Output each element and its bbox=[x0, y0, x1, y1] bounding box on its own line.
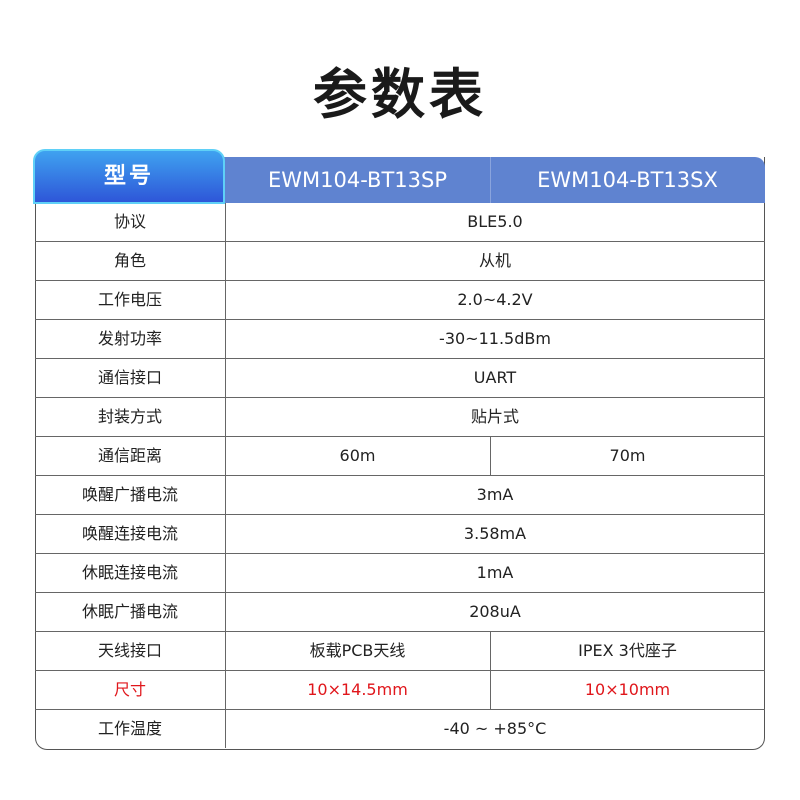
table-row: 角色 从机 bbox=[35, 242, 765, 281]
row-value: -40 ~ +85°C bbox=[443, 719, 547, 738]
row-value-sx: 10×10mm bbox=[584, 680, 671, 699]
row-value-sx: IPEX 3代座子 bbox=[578, 641, 677, 660]
table-row: 唤醒广播电流 3mA bbox=[35, 476, 765, 515]
row-value: 从机 bbox=[478, 251, 511, 270]
table-row: 通信接口 UART bbox=[35, 359, 765, 398]
row-label: 发射功率 bbox=[35, 320, 226, 358]
row-value-sp: 10×14.5mm bbox=[225, 671, 491, 709]
table-row: 天线接口 板载PCB天线 IPEX 3代座子 bbox=[35, 632, 765, 671]
row-value: 3mA bbox=[476, 485, 514, 504]
table-row: 工作温度 -40 ~ +85°C bbox=[35, 710, 765, 749]
page-title: 参数表 bbox=[313, 63, 487, 126]
row-label: 尺寸 bbox=[35, 671, 226, 709]
row-label: 唤醒连接电流 bbox=[35, 515, 226, 553]
table-row: 通信距离 60m 70m bbox=[35, 437, 765, 476]
table-row: 发射功率 -30~11.5dBm bbox=[35, 320, 765, 359]
row-label: 休眠连接电流 bbox=[35, 554, 226, 592]
row-value: 1mA bbox=[476, 563, 514, 582]
row-value: 贴片式 bbox=[470, 407, 519, 426]
row-value: 208uA bbox=[469, 602, 521, 621]
row-label: 天线接口 bbox=[35, 632, 226, 670]
model-header-2: EWM104-BT13SX bbox=[537, 168, 718, 192]
row-value-sp: 板载PCB天线 bbox=[225, 632, 491, 670]
row-value: 3.58mA bbox=[463, 524, 527, 543]
table-row: 封装方式 贴片式 bbox=[35, 398, 765, 437]
table-row: 协议 BLE5.0 bbox=[35, 203, 765, 242]
row-value: -30~11.5dBm bbox=[439, 329, 551, 348]
row-label: 休眠广播电流 bbox=[35, 593, 226, 631]
table-row: 休眠广播电流 208uA bbox=[35, 593, 765, 632]
row-label: 通信距离 bbox=[35, 437, 226, 475]
row-label: 工作电压 bbox=[35, 281, 226, 319]
table-row: 休眠连接电流 1mA bbox=[35, 554, 765, 593]
row-label: 通信接口 bbox=[35, 359, 226, 397]
row-label: 封装方式 bbox=[35, 398, 226, 436]
row-value: UART bbox=[473, 368, 517, 387]
table-row: 工作电压 2.0~4.2V bbox=[35, 281, 765, 320]
spec-table bbox=[35, 157, 765, 750]
row-value: BLE5.0 bbox=[467, 212, 523, 231]
table-row: 唤醒连接电流 3.58mA bbox=[35, 515, 765, 554]
row-label: 协议 bbox=[35, 203, 226, 241]
row-label: 角色 bbox=[35, 242, 226, 280]
row-value: 2.0~4.2V bbox=[457, 290, 533, 309]
row-label: 唤醒广播电流 bbox=[35, 476, 226, 514]
row-value-sp: 60m bbox=[225, 437, 491, 475]
header-divider bbox=[490, 157, 491, 203]
row-label: 工作温度 bbox=[35, 710, 226, 748]
model-label-tab: 型号 bbox=[33, 149, 225, 204]
model-header-1: EWM104-BT13SP bbox=[267, 168, 447, 192]
table-row: 尺寸 10×14.5mm 10×10mm bbox=[35, 671, 765, 710]
row-value-sx: 70m bbox=[609, 446, 646, 465]
